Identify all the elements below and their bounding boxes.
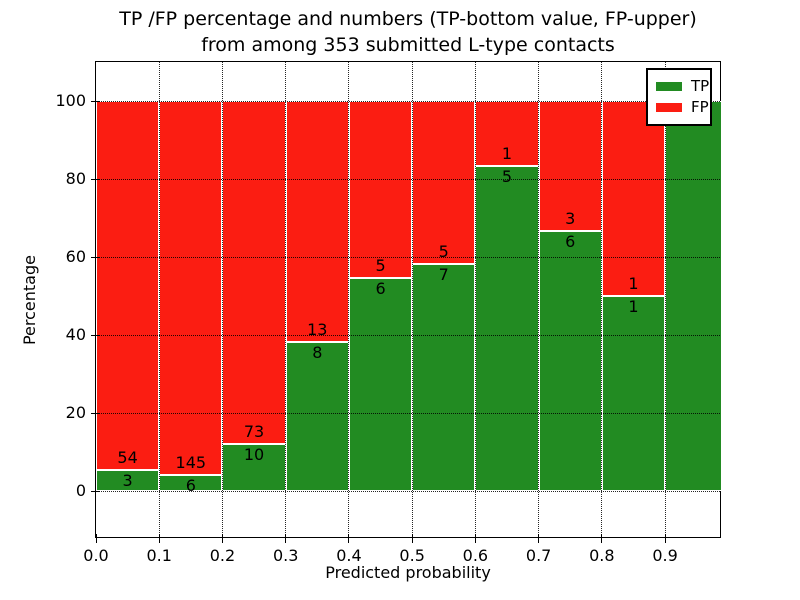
x-tick-label: 0.5 — [399, 546, 425, 565]
bar-fp-segment — [601, 101, 666, 296]
x-tick-label: 0.3 — [272, 546, 299, 565]
bar-fp-segment — [285, 101, 349, 343]
y-tick-mark — [91, 100, 100, 102]
x-tick-label: 0.0 — [83, 546, 109, 565]
tp-count-label: 5 — [501, 167, 513, 187]
x-tick-label: 0.8 — [589, 546, 615, 565]
tp-count-label: 6 — [185, 476, 196, 496]
bar-tp-segment — [601, 296, 666, 491]
y-tick-label: 20 — [65, 403, 86, 422]
bar-tp-segment — [285, 342, 349, 491]
x-tick-label: 0.4 — [336, 546, 362, 565]
gridline-horizontal — [96, 334, 720, 336]
bar-tp-segment — [96, 470, 160, 491]
bar-tp-segment — [538, 230, 602, 491]
legend-item: TP — [656, 76, 709, 97]
fp-count-label: 1 — [501, 144, 513, 164]
fp-count-label: 13 — [307, 320, 328, 340]
gridline-vertical — [664, 62, 666, 537]
x-tick-mark — [601, 534, 603, 543]
x-tick-mark — [348, 534, 350, 543]
y-tick-mark — [91, 334, 100, 336]
bar-tp-segment — [348, 278, 413, 491]
x-tick-mark — [538, 534, 540, 543]
tp-count-label: 8 — [312, 343, 323, 363]
gridline-horizontal — [96, 100, 720, 102]
x-tick-mark — [221, 534, 223, 543]
fp-count-label: 1 — [628, 274, 639, 293]
gridline-vertical — [411, 62, 413, 537]
gridline-horizontal — [96, 178, 720, 180]
y-tick-label: 100 — [55, 91, 86, 110]
x-tick-label: 0.9 — [652, 546, 678, 565]
bar-fp-segment — [348, 101, 413, 279]
tp-count-label: 3 — [122, 471, 133, 491]
y-tick-mark — [91, 490, 100, 492]
fp-legend-swatch — [656, 103, 682, 112]
bar-fp-segment — [412, 101, 476, 264]
fp-count-label: 54 — [117, 448, 138, 468]
bar-fp-segment — [159, 101, 223, 476]
y-tick-mark — [91, 178, 100, 180]
y-tick-mark — [91, 256, 100, 258]
x-tick-mark — [474, 534, 476, 543]
y-tick-label: 60 — [65, 247, 86, 266]
fp-count-label: 145 — [175, 453, 207, 473]
y-tick-mark — [91, 412, 100, 414]
legend-item-label: TP — [691, 77, 710, 95]
tp-count-label: 7 — [438, 264, 449, 284]
x-tick-label: 0.2 — [209, 546, 236, 565]
bar-fp-segment — [475, 101, 539, 167]
tp-count-label: 1 — [628, 297, 639, 316]
gridline-vertical — [601, 62, 603, 537]
gridline-vertical — [158, 62, 160, 537]
tp-count-label: 6 — [565, 231, 576, 251]
legend-item: FP — [656, 97, 709, 118]
gridline-vertical — [348, 62, 350, 537]
bar-fp-segment — [538, 101, 602, 231]
bar-tp-segment — [475, 166, 539, 491]
bar-tp-segment — [412, 263, 476, 491]
legend-item-label: FP — [691, 98, 709, 116]
bar-fp-segment — [96, 101, 160, 471]
x-tick-mark — [95, 534, 97, 543]
gridline-vertical — [221, 62, 223, 537]
y-axis-label: Percentage — [20, 255, 39, 346]
gridline-horizontal — [96, 256, 720, 258]
x-tick-label: 0.1 — [146, 546, 172, 565]
gridline-vertical — [474, 62, 476, 537]
bar-fp-segment — [222, 101, 286, 445]
bar-tp-segment — [222, 444, 286, 491]
legend: TP FP — [646, 68, 712, 126]
fp-count-label: 5 — [375, 256, 386, 276]
x-tick-mark — [158, 534, 160, 543]
x-tick-mark — [411, 534, 413, 543]
x-tick-mark — [664, 534, 666, 543]
y-tick-label: 40 — [65, 325, 86, 344]
x-tick-label: 0.7 — [525, 546, 552, 565]
x-tick-label: 0.6 — [462, 546, 489, 565]
bar-tp-segment — [665, 101, 722, 491]
y-tick-label: 80 — [65, 169, 86, 188]
fp-count-label: 73 — [243, 422, 265, 442]
fp-count-label: 5 — [438, 241, 449, 261]
y-tick-label: 0 — [75, 481, 86, 500]
tp-count-label: 6 — [375, 279, 386, 299]
chart-title-line1: TP /FP percentage and numbers (TP-bottom… — [119, 8, 697, 30]
bar-tp-segment — [159, 475, 223, 491]
fp-count-label: 3 — [565, 208, 576, 228]
gridline-horizontal — [96, 412, 720, 414]
x-tick-mark — [285, 534, 287, 543]
gridline-vertical — [285, 62, 287, 537]
gridline-horizontal — [96, 490, 720, 492]
tp-legend-swatch — [656, 82, 682, 91]
gridline-vertical — [538, 62, 540, 537]
chart-title-line2: from among 353 submitted L-type contacts — [201, 34, 615, 56]
x-axis-label: Predicted probability — [325, 563, 491, 582]
tp-count-label: 10 — [243, 445, 265, 465]
